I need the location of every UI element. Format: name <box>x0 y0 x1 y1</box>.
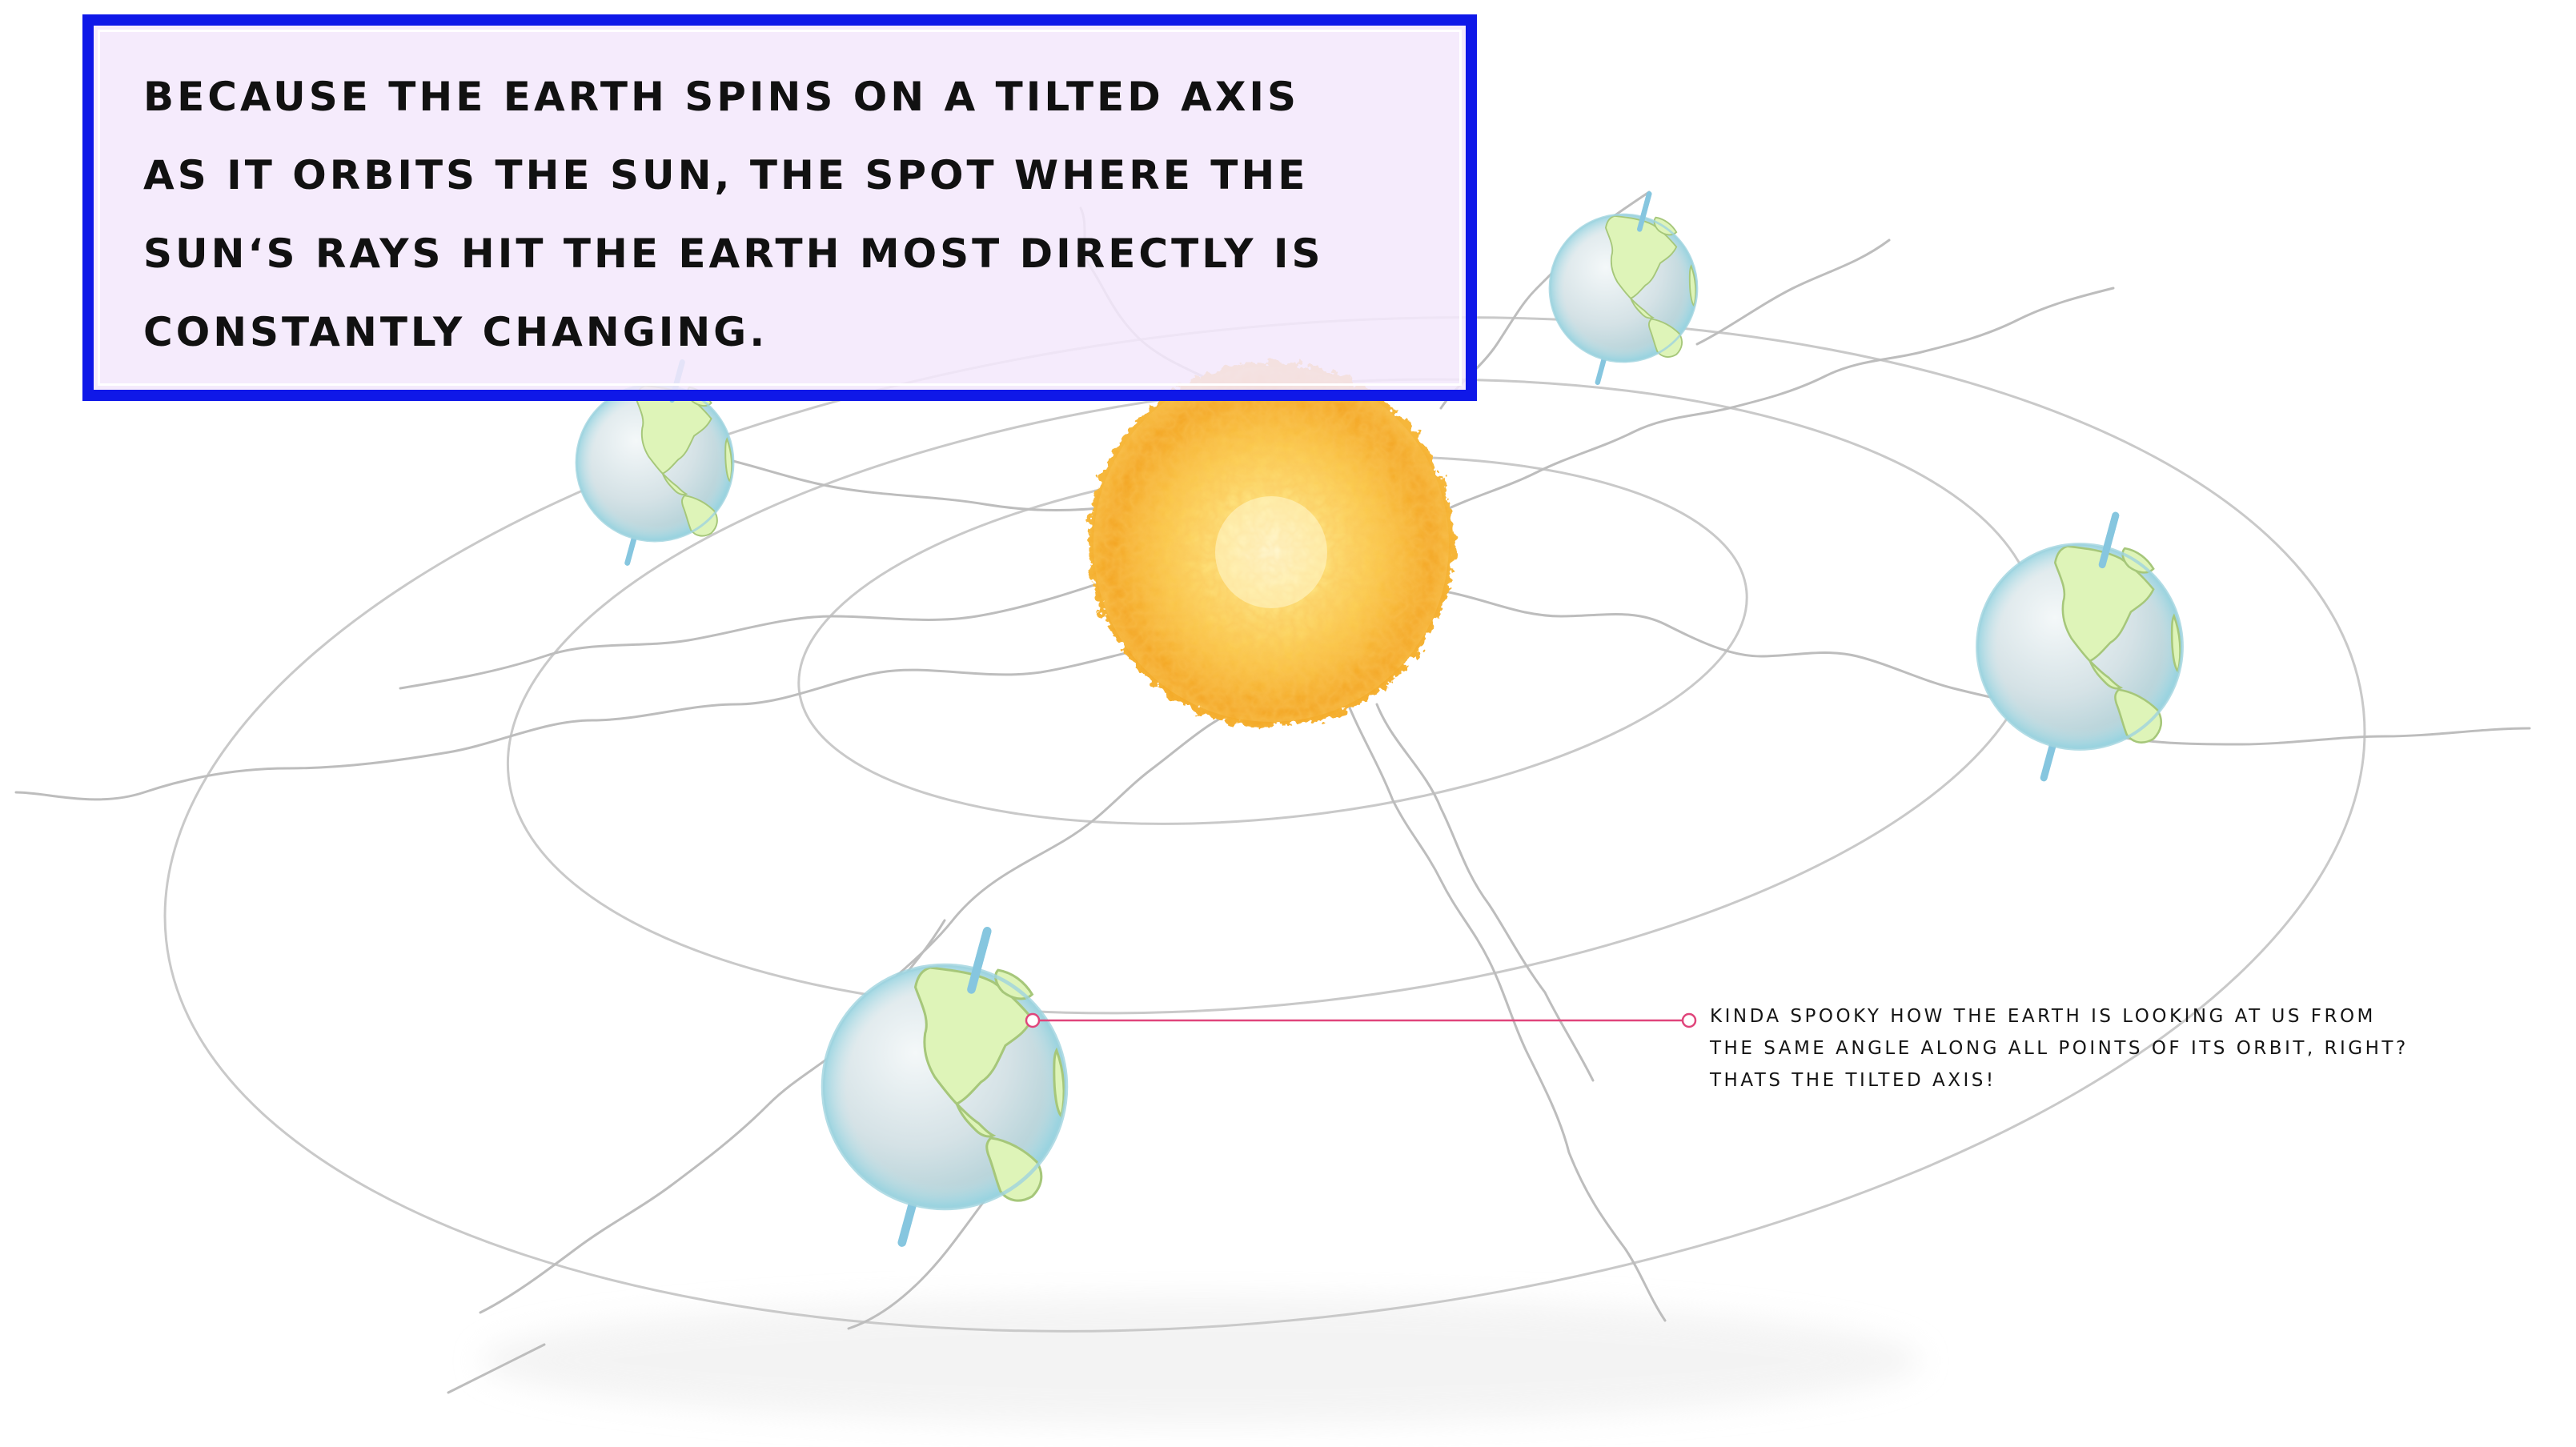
earth-bottom <box>823 931 1066 1242</box>
callout-text: Kinda spOOky how the Earth is looking at… <box>1710 1006 2409 1091</box>
callout-pointer <box>1025 1012 1697 1028</box>
ground-shadow <box>480 1297 1921 1425</box>
explanation-text: Because the Earth spins on a tilted axis… <box>143 74 1324 355</box>
earth-right <box>1977 515 2182 778</box>
explanation-box: Because the Earth spins on a tilted axis… <box>82 14 1477 401</box>
earth-top-right <box>1550 194 1697 383</box>
sun <box>1089 362 1454 727</box>
